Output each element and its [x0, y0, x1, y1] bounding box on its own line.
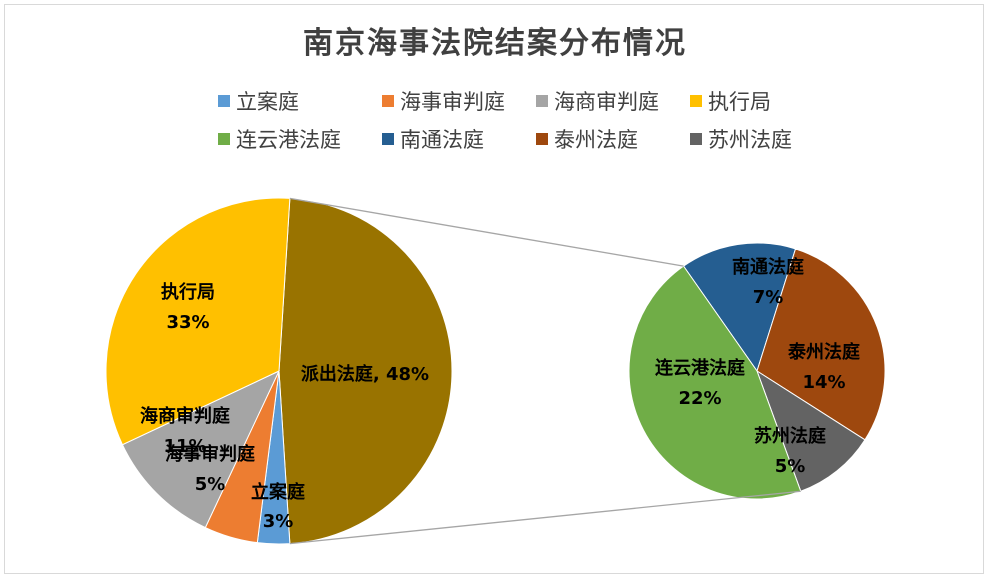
- data-label-value: 14%: [802, 372, 845, 393]
- data-label-name: 海商审判庭: [140, 405, 230, 427]
- legend-swatch: [382, 95, 394, 107]
- legend-item: 苏州法庭: [690, 124, 792, 154]
- sub-pie-slice: [682, 242, 797, 373]
- data-label-name: 立案庭: [251, 481, 305, 503]
- data-label-value: 7%: [753, 287, 784, 308]
- legend-item: 南通法庭: [382, 124, 484, 154]
- data-label-name: 苏州法庭: [754, 425, 826, 447]
- legend-label: 连云港法庭: [236, 128, 341, 152]
- data-label-value: 22%: [678, 388, 721, 409]
- data-label-name: 连云港法庭: [655, 357, 745, 379]
- connector-line: [289, 197, 684, 267]
- legend-label: 海事审判庭: [400, 90, 505, 114]
- legend-item: 执行局: [690, 86, 771, 116]
- chart-legend: 立案庭 海事审判庭 海商审判庭 执行局连云港法庭 南通法庭 泰州法庭 苏州法庭: [0, 0, 990, 200]
- data-label-name: 南通法庭: [732, 256, 804, 278]
- legend-swatch: [690, 95, 702, 107]
- legend-swatch: [218, 95, 230, 107]
- data-label-name: 泰州法庭: [787, 341, 860, 363]
- sub-pie-slice: [756, 369, 866, 492]
- legend-label: 海商审判庭: [554, 90, 659, 114]
- main-pie-slice: [105, 197, 291, 446]
- legend-item: 海商审判庭: [536, 86, 659, 116]
- legend-item: 连云港法庭: [218, 124, 341, 154]
- legend-swatch: [536, 133, 548, 145]
- data-label-value: 11%: [163, 436, 206, 457]
- chart-title: 南京海事法院结案分布情况: [303, 26, 687, 61]
- legend-item: 海事审判庭: [382, 86, 505, 116]
- legend-item: 立案庭: [218, 86, 299, 116]
- legend-swatch: [690, 133, 702, 145]
- legend-label: 泰州法庭: [554, 128, 638, 152]
- data-label-value: 33%: [166, 312, 209, 333]
- legend-swatch: [382, 133, 394, 145]
- legend-label: 立案庭: [236, 90, 299, 114]
- legend-label: 南通法庭: [400, 128, 484, 152]
- connector-line: [289, 490, 801, 545]
- data-label-value: 5%: [775, 456, 806, 477]
- legend-item: 泰州法庭: [536, 124, 638, 154]
- data-label: 派出法庭, 48%: [301, 363, 429, 385]
- legend-label: 执行局: [708, 90, 771, 114]
- legend-swatch: [218, 133, 230, 145]
- sub-pie-slice: [756, 248, 886, 441]
- data-label-name: 执行局: [161, 281, 215, 303]
- main-pie-slice: [278, 197, 453, 545]
- legend-swatch: [536, 95, 548, 107]
- data-label-value: 3%: [263, 511, 294, 532]
- data-label-name: 海事审判庭: [165, 443, 255, 465]
- legend-label: 苏州法庭: [708, 128, 792, 152]
- data-label-value: 5%: [195, 474, 226, 495]
- sub-pie-slice: [628, 265, 802, 500]
- main-pie-slice: [121, 369, 281, 529]
